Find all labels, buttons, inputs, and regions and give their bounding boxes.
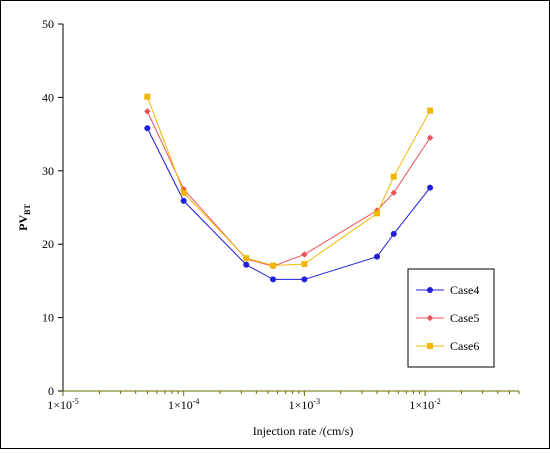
- data-point-case6-5: [374, 210, 381, 217]
- y-tick-label-3: 30: [42, 164, 54, 178]
- data-point-case6-7: [427, 107, 434, 114]
- data-point-case4-2: [243, 261, 250, 268]
- y-tick-label-1: 10: [42, 311, 54, 325]
- data-point-case6-4: [301, 261, 308, 268]
- data-point-case4-4: [301, 276, 308, 283]
- x-axis-title: Injection rate /(cm/s): [253, 424, 354, 438]
- data-point-case5-4: [301, 251, 308, 258]
- series-line-case6: [146, 96, 431, 266]
- legend: Case4 Case5 Case6: [407, 268, 495, 368]
- y-tick-label-2: 20: [42, 237, 54, 251]
- data-point-case5-6: [390, 189, 397, 197]
- x-tick-label-0: 1×10-5: [47, 397, 78, 412]
- y-tick-label-4: 40: [42, 90, 54, 104]
- x-tick-label-2: 1×10-3: [289, 397, 320, 412]
- data-point-case6-0: [144, 93, 151, 100]
- series-case5: [144, 108, 434, 270]
- data-point-case4-6: [390, 230, 397, 237]
- data-point-case6-2: [243, 255, 250, 262]
- legend-label-case5: Case5: [450, 311, 479, 325]
- y-tick-label-0: 0: [48, 384, 54, 398]
- series-case4: [144, 125, 434, 283]
- y-tick-label-5: 50: [42, 17, 54, 31]
- legend-marker-case6: [427, 343, 433, 349]
- legend-marker-case5: [426, 314, 434, 322]
- data-point-case6-1: [180, 189, 187, 196]
- series-layer: [144, 93, 434, 283]
- data-point-case4-1: [180, 197, 187, 204]
- legend-label-case4: Case4: [450, 283, 479, 297]
- data-point-case4-7: [427, 184, 434, 191]
- y-axis-title: PVBT: [16, 204, 32, 231]
- x-tick-label-3: 1×10-2: [409, 397, 440, 412]
- series-line-case4: [146, 128, 431, 280]
- data-point-case4-0: [144, 125, 151, 132]
- series-case6: [144, 93, 434, 269]
- data-point-case6-6: [390, 173, 397, 180]
- x-tick-label-1: 1×10-4: [168, 397, 199, 412]
- series-line-case5: [146, 111, 431, 267]
- data-point-case5-7: [426, 134, 434, 141]
- data-point-case4-5: [374, 253, 381, 260]
- data-point-case4-3: [270, 276, 277, 283]
- legend-item-case5: Case5: [416, 311, 479, 325]
- legend-item-case4: Case4: [416, 283, 479, 297]
- legend-marker-case4: [427, 287, 433, 293]
- axes: 0 10 20 30 40 50 1×10-5 1×10-4 1×10-3 1×10-2 Injec…: [16, 17, 520, 438]
- data-point-case5-0: [144, 108, 151, 115]
- legend-item-case6: Case6: [416, 339, 479, 353]
- data-point-case6-3: [270, 262, 277, 269]
- legend-label-case6: Case6: [450, 339, 479, 353]
